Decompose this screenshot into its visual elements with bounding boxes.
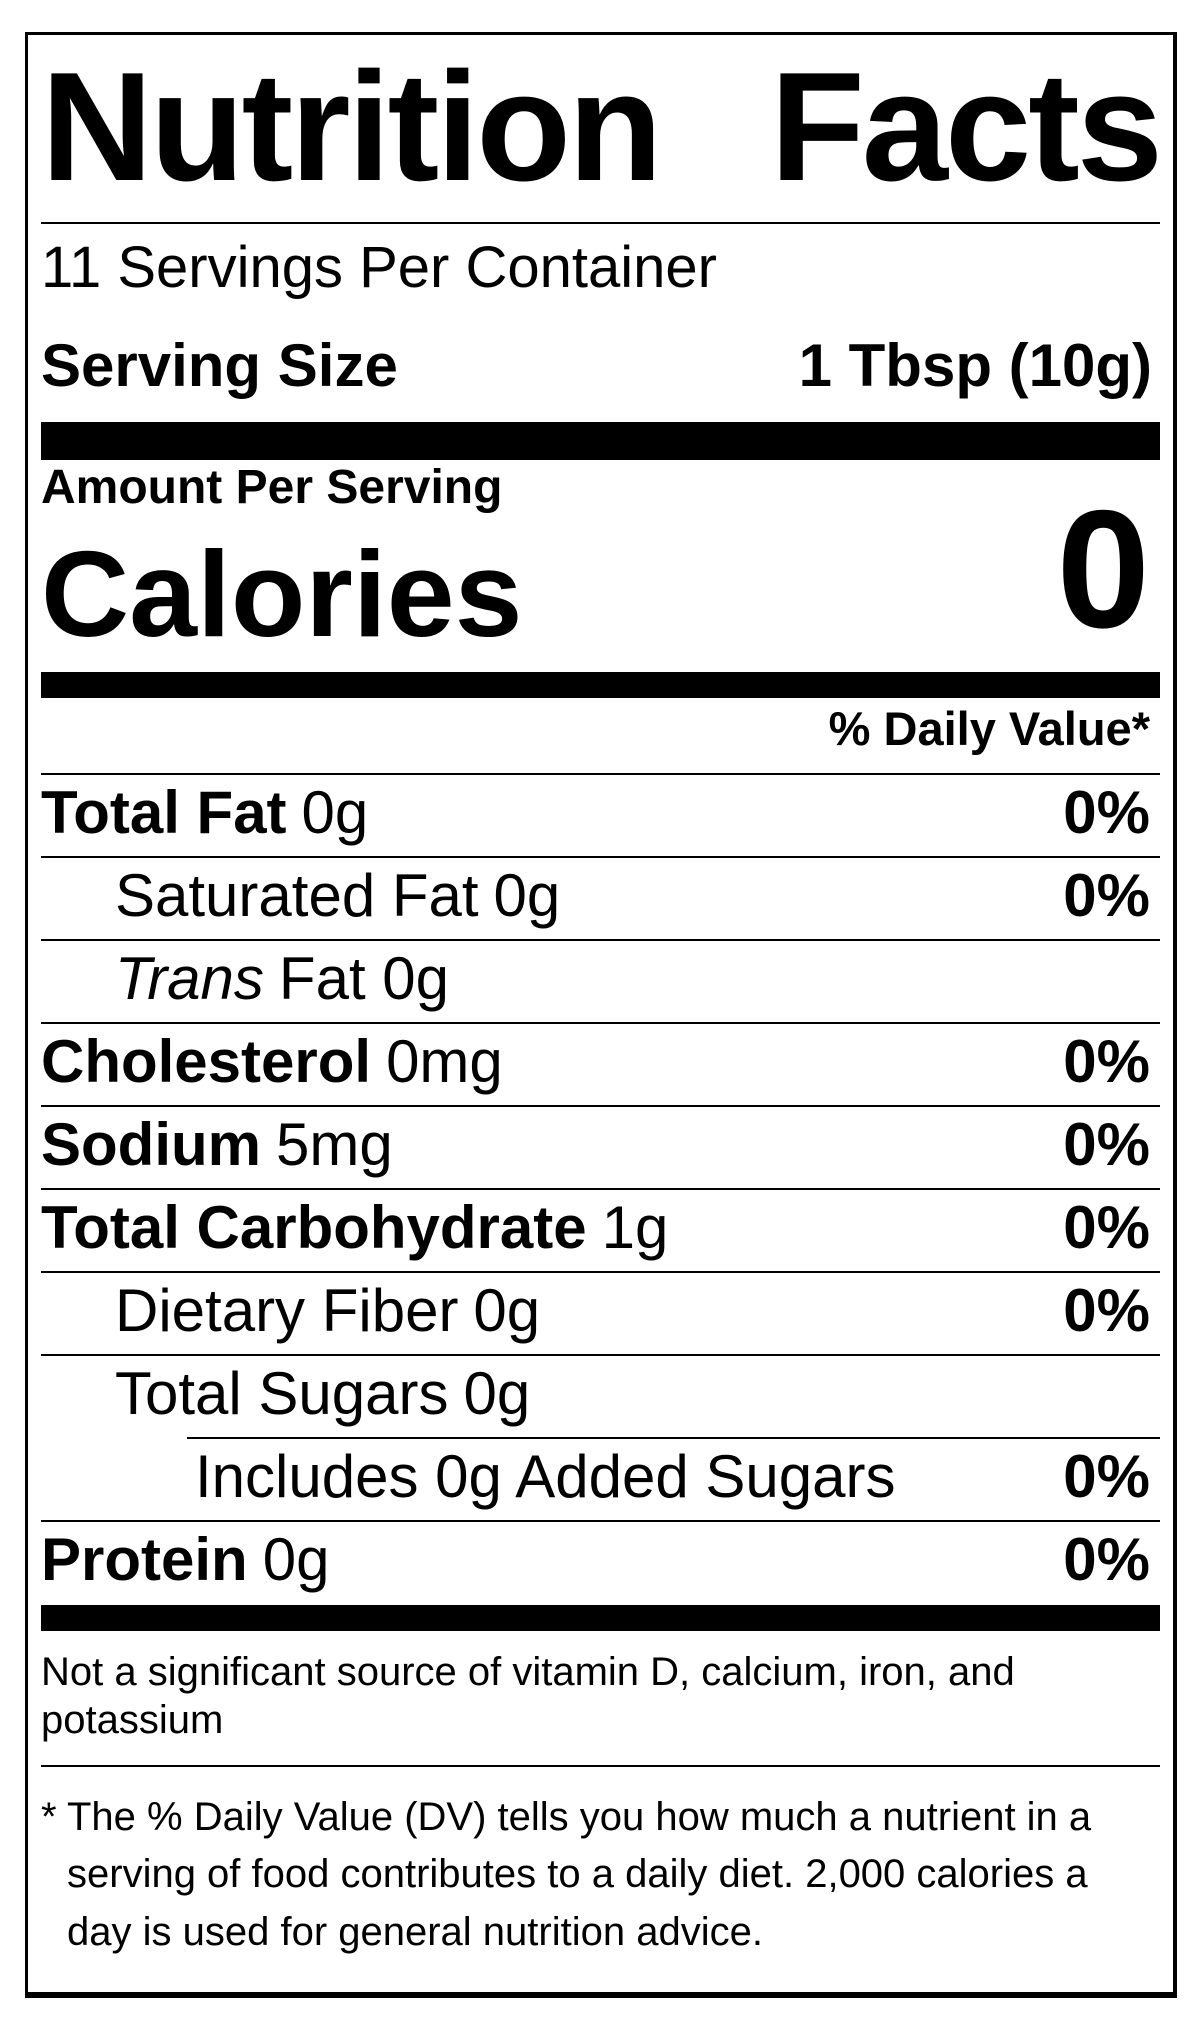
nutrient-name: Total Sugars	[115, 1360, 449, 1428]
serving-size-row: Serving Size 1 Tbsp (10g)	[41, 330, 1160, 402]
nutrient-name-wrap: Includes 0g Added Sugars	[187, 1447, 896, 1507]
nutrient-amount: 0g	[473, 1277, 541, 1345]
serving-size-value: 1 Tbsp (10g)	[798, 331, 1152, 399]
rule-under-title	[41, 222, 1160, 224]
nutrient-row: Sodium 5mg 0%	[41, 1105, 1160, 1188]
nutrient-amount: 1g	[601, 1194, 669, 1262]
nutrient-row: Saturated Fat 0g 0%	[41, 856, 1160, 939]
nutrient-name: Saturated Fat	[115, 862, 479, 930]
label-title: Nutrition Facts	[41, 40, 1163, 213]
nutrient-name: Total Carbohydrate	[41, 1194, 587, 1262]
nutrient-name-wrap: Sodium 5mg	[41, 1115, 393, 1175]
nutrient-row: Protein 0g 0%	[41, 1520, 1160, 1603]
nutrient-name-wrap: Dietary Fiber 0g	[41, 1281, 540, 1341]
nutrient-name: Total Fat	[41, 779, 287, 847]
footnote-asterisk: *	[41, 1795, 57, 1840]
nutrient-row: Total Carbohydrate 1g 0%	[41, 1188, 1160, 1271]
thick-rule-after-serving-size	[41, 421, 1160, 460]
nutrient-daily-value: 0%	[1063, 862, 1150, 930]
servings-per-container: 11 Servings Per Container	[41, 235, 717, 300]
nutrient-amount: 5mg	[276, 1111, 393, 1179]
nutrient-amount: 0g	[493, 862, 561, 930]
nutrient-daily-value: 0%	[1063, 779, 1150, 847]
nutrient-name: Includes 0g Added Sugars	[195, 1443, 896, 1511]
nutrient-amount: 0g	[301, 779, 369, 847]
nutrient-name-wrap: Protein 0g	[41, 1530, 329, 1590]
title-word-nutrition: Nutrition	[41, 40, 663, 213]
nutrient-row: Dietary Fiber 0g 0%	[41, 1271, 1160, 1354]
daily-value-header: % Daily Value*	[828, 701, 1150, 755]
thick-rule-after-protein	[41, 1605, 1160, 1632]
nutrient-row: Cholesterol 0mg 0%	[41, 1022, 1160, 1105]
nutrient-row: Total Sugars 0g	[41, 1354, 1160, 1437]
calories-value: 0	[1056, 474, 1150, 663]
calories-label: Calories	[41, 525, 523, 662]
nutrient-row: Trans Fat 0g	[41, 939, 1160, 1022]
nutrient-name: Protein	[41, 1526, 248, 1594]
nutrient-name-wrap: Total Fat 0g	[41, 783, 368, 843]
nutrient-name: Dietary Fiber	[115, 1277, 459, 1345]
nutrient-daily-value: 0%	[1063, 1028, 1150, 1096]
serving-size-label: Serving Size	[41, 331, 398, 399]
footnote-text: The % Daily Value (DV) tells you how muc…	[67, 1795, 1092, 1954]
nutrient-name: Cholesterol	[41, 1028, 372, 1096]
nutrient-name-wrap: Total Carbohydrate 1g	[41, 1198, 668, 1258]
nutrient-amount: 0g	[262, 1526, 330, 1594]
calories-row: Calories 0	[41, 485, 1160, 663]
nutrient-name-wrap: Cholesterol 0mg	[41, 1032, 503, 1092]
nutrient-daily-value: 0%	[1063, 1111, 1150, 1179]
nutrient-name-wrap: Saturated Fat 0g	[41, 866, 560, 926]
title-word-facts: Facts	[770, 40, 1163, 213]
nutrient-name-wrap: Total Sugars 0g	[41, 1364, 530, 1424]
nutrient-daily-value: 0%	[1063, 1443, 1150, 1511]
daily-value-footnote: * The % Daily Value (DV) tells you how m…	[41, 1789, 1160, 1961]
nutrient-row: Includes 0g Added Sugars 0%	[187, 1437, 1160, 1520]
nutrient-daily-value: 0%	[1063, 1277, 1150, 1345]
not-significant-note: Not a significant source of vitamin D, c…	[41, 1650, 1015, 1743]
nutrient-daily-value: 0%	[1063, 1194, 1150, 1262]
nutrient-daily-value: 0%	[1063, 1526, 1150, 1594]
nutrient-name-wrap: Trans Fat 0g	[41, 949, 449, 1009]
nutrient-rows: Total Fat 0g 0% Saturated Fat 0g 0% Trans F…	[41, 773, 1160, 1603]
nutrient-row: Total Fat 0g 0%	[41, 773, 1160, 856]
nutrient-amount: 0mg	[386, 1028, 503, 1096]
thick-rule-after-calories	[41, 671, 1160, 698]
nutrient-amount: 0g	[463, 1360, 531, 1428]
nutrient-name: Sodium	[41, 1111, 261, 1179]
nutrient-amount: Fat 0g	[278, 945, 450, 1013]
nutrition-facts-label: Nutrition Facts 11 Servings Per Containe…	[25, 32, 1177, 1998]
rule-above-footnote	[41, 1765, 1160, 1768]
amount-per-serving-label: Amount Per Serving	[41, 460, 503, 514]
nutrient-name: Trans	[115, 945, 264, 1013]
